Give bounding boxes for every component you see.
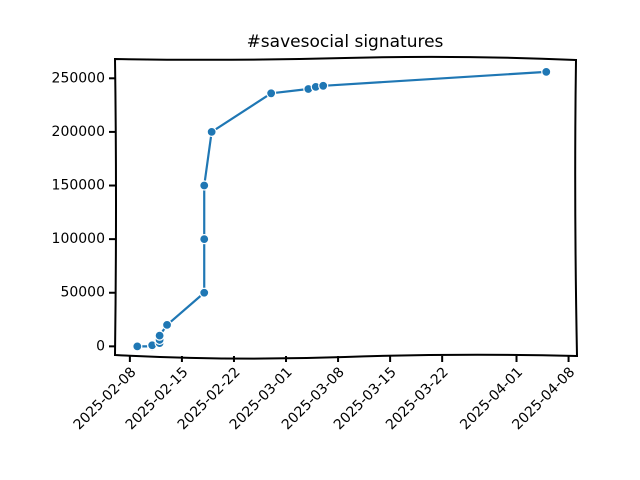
- y-tick-label: 0: [96, 338, 105, 354]
- chart-title: #savesocial signatures: [247, 32, 444, 52]
- series-line: [137, 70, 547, 348]
- data-point: [266, 88, 277, 99]
- data-point: [161, 319, 173, 331]
- data-point: [132, 341, 143, 352]
- plot-frame: [113, 55, 579, 360]
- data-point: [206, 126, 217, 138]
- data-point: [318, 80, 329, 91]
- y-tick-label: 150000: [52, 178, 105, 194]
- y-tick-label: 100000: [52, 231, 105, 247]
- data-point: [541, 66, 552, 77]
- data-point: [199, 180, 210, 191]
- data-point: [199, 287, 210, 298]
- y-tick-label: 50000: [60, 285, 105, 301]
- data-point: [199, 234, 210, 245]
- y-tick-label: 250000: [52, 70, 105, 86]
- data-point: [154, 330, 165, 341]
- y-tick-label: 200000: [52, 124, 105, 140]
